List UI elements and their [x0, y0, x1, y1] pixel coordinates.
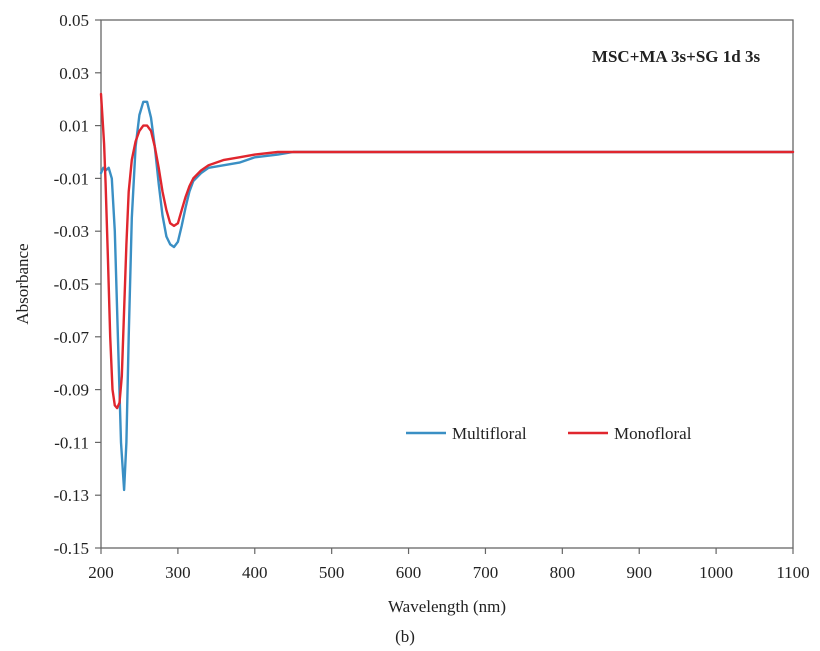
- y-tick-label: -0.03: [54, 222, 89, 241]
- x-tick-label: 500: [319, 563, 345, 582]
- y-tick-label: 0.01: [59, 117, 89, 136]
- x-tick-label: 200: [88, 563, 114, 582]
- series-line-monofloral: [99, 92, 795, 410]
- y-tick-label: -0.09: [54, 381, 89, 400]
- x-axis-title: Wavelength (nm): [388, 597, 506, 616]
- x-axis-ticks: 200 300 400 500 600 700 800 900 1000 1100: [88, 548, 810, 582]
- y-tick-label: -0.01: [54, 169, 89, 188]
- y-tick-label: 0.05: [59, 11, 89, 30]
- y-tick-label: -0.11: [54, 433, 89, 452]
- x-tick-label: 900: [626, 563, 652, 582]
- legend-label-monofloral: Monofloral: [614, 424, 692, 443]
- y-axis-ticks: 0.05 0.03 0.01 -0.01 -0.03 -0.05 -0.07 -0.09 -0.…: [54, 11, 101, 558]
- chart-annotation: MSC+MA 3s+SG 1d 3s: [592, 47, 761, 66]
- y-tick-label: -0.13: [54, 486, 89, 505]
- y-tick-label: 0.03: [59, 64, 89, 83]
- plot-frame: [100, 19, 794, 549]
- x-tick-label: 1100: [776, 563, 809, 582]
- y-tick-label: -0.05: [54, 275, 89, 294]
- legend-label-multifloral: Multifloral: [452, 424, 527, 443]
- x-tick-label: 300: [165, 563, 191, 582]
- series-layer: [99, 92, 795, 492]
- x-tick-label: 800: [550, 563, 576, 582]
- y-tick-label: -0.07: [54, 328, 90, 347]
- y-axis-title: Absorbance: [13, 243, 32, 324]
- x-tick-label: 1000: [699, 563, 733, 582]
- x-tick-label: 400: [242, 563, 268, 582]
- x-tick-label: 600: [396, 563, 422, 582]
- y-tick-label: -0.15: [54, 539, 89, 558]
- panel-label: (b): [395, 627, 415, 646]
- legend: Multifloral Monofloral: [406, 424, 692, 443]
- x-tick-label: 700: [473, 563, 499, 582]
